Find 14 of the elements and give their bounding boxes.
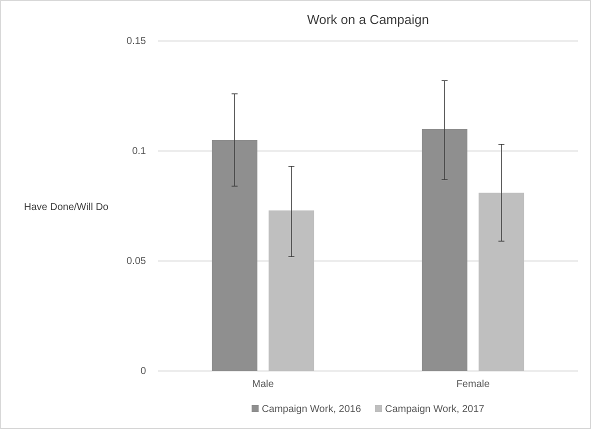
bar bbox=[212, 140, 258, 371]
bar bbox=[422, 129, 468, 371]
y-tick-label: 0.05 bbox=[126, 256, 146, 268]
x-tick-label: Female bbox=[456, 379, 490, 390]
legend-label: Campaign Work, 2016 bbox=[262, 404, 362, 415]
bar bbox=[478, 192, 524, 371]
y-axis-title: Have Done/Will Do bbox=[24, 202, 109, 213]
y-tick-label: 0.1 bbox=[132, 146, 146, 158]
y-tick-label: 0.15 bbox=[126, 36, 146, 48]
y-tick-label: 0 bbox=[140, 366, 146, 378]
bar bbox=[268, 210, 314, 371]
x-tick-label: Male bbox=[252, 379, 274, 390]
legend-label: Campaign Work, 2017 bbox=[385, 404, 485, 415]
chart-title: Work on a Campaign bbox=[307, 12, 429, 27]
